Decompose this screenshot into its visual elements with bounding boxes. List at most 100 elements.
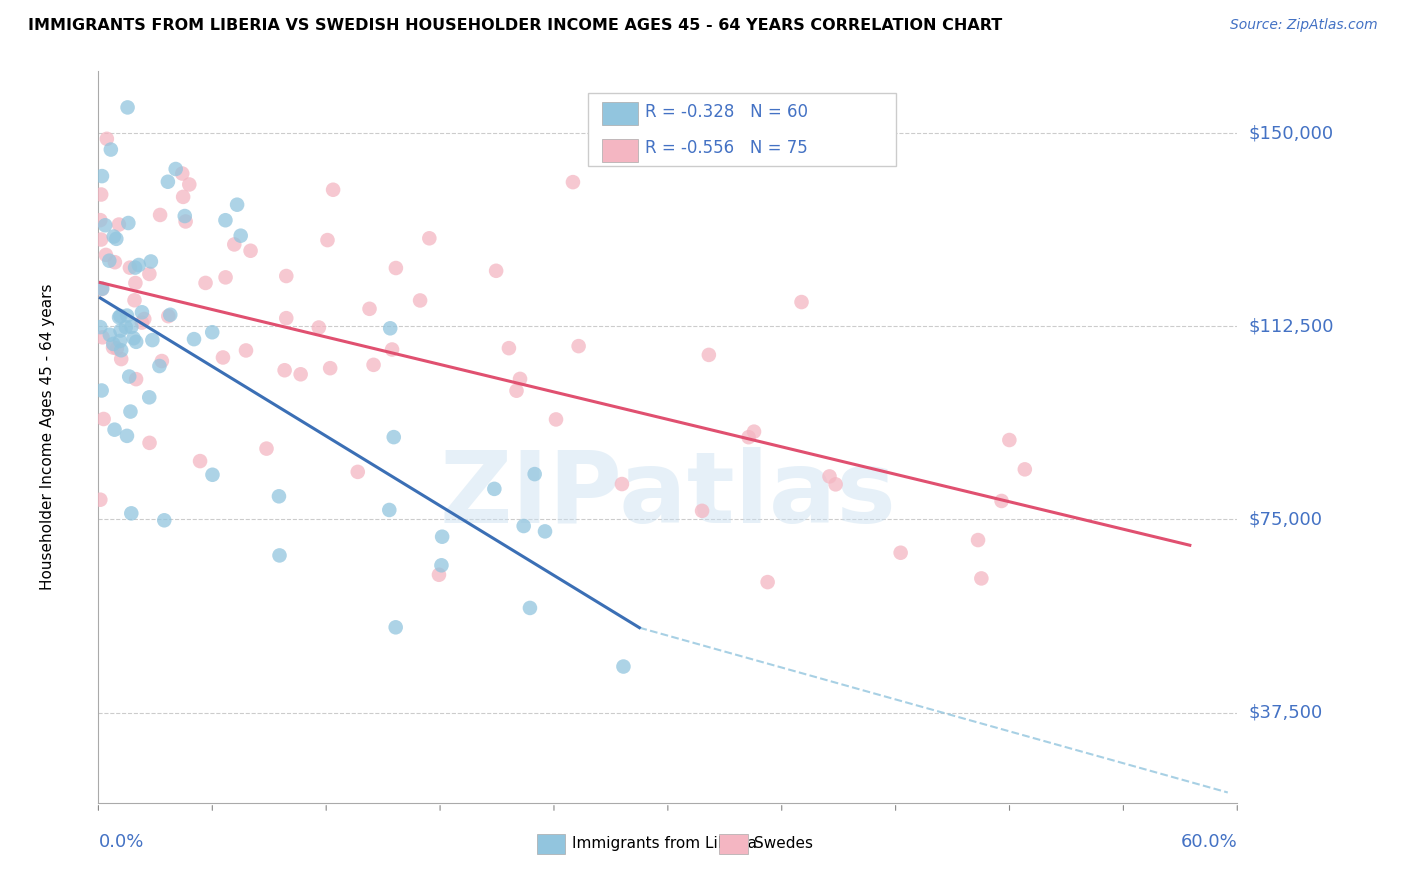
Point <box>990 494 1012 508</box>
Point <box>124 260 146 275</box>
Point <box>156 175 179 189</box>
Point <box>91 169 114 183</box>
Point <box>890 546 912 560</box>
Point <box>188 454 211 468</box>
Point <box>104 255 127 269</box>
Point <box>484 482 506 496</box>
Point <box>173 209 195 223</box>
Point <box>790 295 813 310</box>
Point <box>378 503 401 517</box>
Point <box>89 213 111 227</box>
Point <box>1014 462 1036 476</box>
Point <box>183 332 205 346</box>
Point <box>970 571 993 585</box>
Point <box>115 309 138 323</box>
Point <box>485 264 508 278</box>
FancyBboxPatch shape <box>537 833 565 854</box>
Point <box>105 342 128 356</box>
Point <box>108 218 131 232</box>
Point <box>523 467 546 482</box>
Point <box>319 361 342 376</box>
Point <box>90 233 112 247</box>
Point <box>125 334 148 349</box>
Point <box>756 575 779 590</box>
Point <box>214 213 236 227</box>
Text: IMMIGRANTS FROM LIBERIA VS SWEDISH HOUSEHOLDER INCOME AGES 45 - 64 YEARS CORRELA: IMMIGRANTS FROM LIBERIA VS SWEDISH HOUSE… <box>28 18 1002 33</box>
Point <box>101 341 124 355</box>
Point <box>267 489 290 503</box>
Point <box>159 308 181 322</box>
Point <box>290 368 312 382</box>
Point <box>737 430 759 444</box>
Point <box>98 327 121 342</box>
Point <box>94 219 117 233</box>
Point <box>153 513 176 527</box>
Point <box>269 549 291 563</box>
Point <box>134 312 156 326</box>
Point <box>93 412 115 426</box>
Point <box>418 231 440 245</box>
Text: $37,500: $37,500 <box>1249 704 1323 722</box>
Point <box>96 132 118 146</box>
Point <box>363 358 385 372</box>
Point <box>91 282 114 296</box>
Text: R = -0.328   N = 60: R = -0.328 N = 60 <box>645 103 808 120</box>
Point <box>308 320 330 334</box>
Point <box>128 258 150 272</box>
Point <box>967 533 990 547</box>
Point <box>316 233 339 247</box>
Point <box>194 276 217 290</box>
Point <box>568 339 591 353</box>
Point <box>165 161 187 176</box>
Point <box>98 253 121 268</box>
Point <box>105 232 128 246</box>
Point <box>256 442 278 456</box>
Point <box>103 337 125 351</box>
Point <box>229 228 252 243</box>
Point <box>544 412 567 426</box>
Point <box>108 334 131 348</box>
Point <box>172 167 194 181</box>
Point <box>149 208 172 222</box>
Point <box>148 359 170 373</box>
Point <box>131 305 153 319</box>
Text: Source: ZipAtlas.com: Source: ZipAtlas.com <box>1230 18 1378 32</box>
Point <box>89 492 111 507</box>
Point <box>131 316 153 330</box>
Point <box>742 425 765 439</box>
Point <box>322 183 344 197</box>
Point <box>91 282 114 296</box>
Point <box>174 214 197 228</box>
Point <box>89 320 111 334</box>
Point <box>381 343 404 357</box>
Point <box>201 325 224 339</box>
Point <box>90 384 112 398</box>
Point <box>138 435 160 450</box>
Point <box>226 197 249 211</box>
Point <box>534 524 557 539</box>
Point <box>141 333 163 347</box>
Point <box>120 506 142 520</box>
Point <box>346 465 368 479</box>
FancyBboxPatch shape <box>602 138 638 162</box>
FancyBboxPatch shape <box>588 94 896 167</box>
Point <box>120 319 142 334</box>
Point <box>430 558 453 573</box>
Text: ZIPatlas: ZIPatlas <box>440 447 896 544</box>
Point <box>998 433 1021 447</box>
Point <box>512 519 534 533</box>
Text: $75,000: $75,000 <box>1249 510 1323 528</box>
Text: R = -0.556   N = 75: R = -0.556 N = 75 <box>645 139 808 157</box>
Point <box>124 293 146 308</box>
Point <box>103 229 125 244</box>
FancyBboxPatch shape <box>602 102 638 126</box>
Point <box>110 324 132 338</box>
Point <box>124 276 146 290</box>
Point <box>150 354 173 368</box>
Point <box>235 343 257 358</box>
Point <box>239 244 262 258</box>
Point <box>179 178 201 192</box>
Point <box>122 331 145 345</box>
Point <box>139 254 162 268</box>
Point <box>409 293 432 308</box>
